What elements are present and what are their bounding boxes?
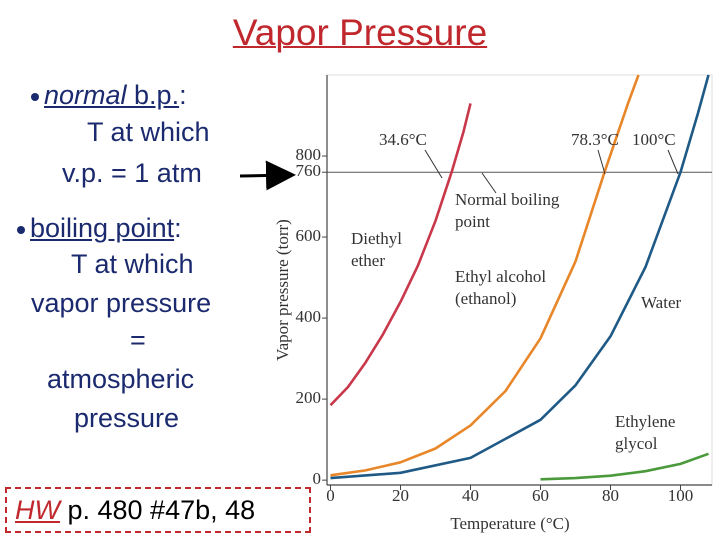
x-tick-label: 0 xyxy=(326,486,335,505)
term: boiling point xyxy=(30,213,175,243)
y-tick-label: 400 xyxy=(296,307,322,326)
bullet-line: T at which xyxy=(71,249,194,279)
x-tick-label: 20 xyxy=(392,486,409,505)
homework-label: HW xyxy=(15,495,60,525)
x-tick-label: 100 xyxy=(668,486,694,505)
annotation: Normal boiling point xyxy=(455,190,560,231)
bullet-line: vapor pressure xyxy=(31,288,212,318)
bullet-term: boiling point: xyxy=(30,213,182,244)
curve xyxy=(330,74,710,480)
y-tick-label: 760 xyxy=(296,161,322,180)
leader-line xyxy=(597,149,606,175)
y-axis-label: Vapor pressure (torr) xyxy=(273,219,292,361)
bullet-dot xyxy=(31,93,39,101)
term: b.p. xyxy=(126,80,180,110)
y-tick-label: 600 xyxy=(296,226,322,245)
bullet-line: v.p. = 1 atm xyxy=(62,158,202,188)
y-tick-label: 800 xyxy=(296,145,322,164)
slide-title: Vapor Pressure xyxy=(232,12,488,53)
curve-label: Diethyl ether xyxy=(351,229,402,270)
arrow xyxy=(239,160,296,191)
curve-label: Ethyl alcohol (ethanol) xyxy=(455,267,547,308)
y-tick-label: 200 xyxy=(296,388,322,407)
colon: : xyxy=(174,213,182,243)
bullet-line: atmospheric xyxy=(47,364,195,394)
curve xyxy=(329,103,472,407)
plot-frame xyxy=(326,74,713,486)
y-tick-label: 0 xyxy=(313,469,322,488)
bullet-dot xyxy=(17,226,25,234)
colon: : xyxy=(179,80,187,110)
annotation: 34.6°C xyxy=(379,130,427,149)
curve xyxy=(540,452,709,481)
leader-line xyxy=(481,172,497,194)
bullet-line: = xyxy=(130,325,146,355)
annotation: 78.3°C xyxy=(571,130,619,149)
bullet-line: pressure xyxy=(74,403,180,433)
annotation: 100°C xyxy=(632,130,676,149)
curve xyxy=(330,74,640,477)
homework-box: HW p. 480 #47b, 48 xyxy=(5,487,311,533)
x-tick-label: 80 xyxy=(602,486,619,505)
x-axis-label: Temperature (°C) xyxy=(450,514,569,533)
curve-label: Water xyxy=(641,293,682,312)
bullet-term: normal b.p.: xyxy=(44,80,187,111)
bullet-line: T at which xyxy=(87,117,210,147)
x-tick-label: 60 xyxy=(532,486,549,505)
homework-text: p. 480 #47b, 48 xyxy=(59,495,256,525)
curve-label: Ethylene glycol xyxy=(615,412,676,453)
term-italic: normal xyxy=(44,80,127,110)
x-tick-label: 40 xyxy=(462,486,479,505)
leader-line xyxy=(424,149,443,179)
leader-line xyxy=(667,149,679,175)
